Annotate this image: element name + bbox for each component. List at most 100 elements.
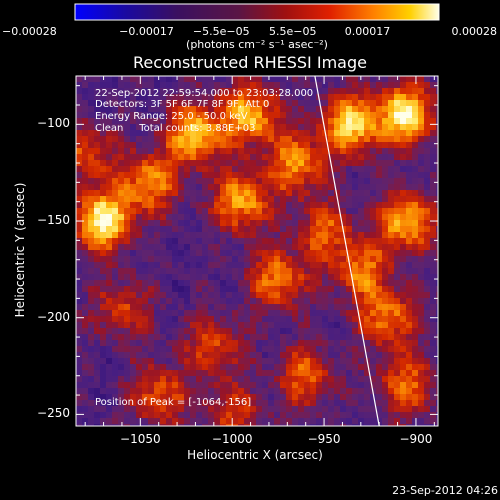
heatmap-cell xyxy=(328,316,334,322)
heatmap-cell xyxy=(352,94,358,100)
heatmap-cell xyxy=(334,130,340,136)
heatmap-cell xyxy=(148,136,154,142)
heatmap-cell xyxy=(346,328,352,334)
heatmap-cell xyxy=(310,142,316,148)
heatmap-cell xyxy=(334,292,340,298)
heatmap-cell xyxy=(214,316,220,322)
heatmap-cell xyxy=(352,346,358,352)
heatmap-cell xyxy=(274,250,280,256)
heatmap-cell xyxy=(304,94,310,100)
heatmap-cell xyxy=(160,352,166,358)
heatmap-cell xyxy=(166,148,172,154)
heatmap-cell xyxy=(400,262,406,268)
heatmap-cell xyxy=(280,118,286,124)
heatmap-cell xyxy=(208,208,214,214)
heatmap-cell xyxy=(94,364,100,370)
heatmap-cell xyxy=(82,106,88,112)
heatmap-cell xyxy=(388,400,394,406)
heatmap-cell xyxy=(382,424,388,426)
heatmap-cell xyxy=(166,76,172,82)
heatmap-cell xyxy=(202,412,208,418)
heatmap-cell xyxy=(436,316,438,322)
heatmap-cell xyxy=(220,154,226,160)
heatmap-cell xyxy=(232,250,238,256)
heatmap-cell xyxy=(370,310,376,316)
heatmap-cell xyxy=(262,412,268,418)
heatmap-cell xyxy=(256,172,262,178)
heatmap-cell xyxy=(364,166,370,172)
heatmap-cell xyxy=(190,298,196,304)
heatmap-cell xyxy=(190,340,196,346)
heatmap-cell xyxy=(280,142,286,148)
heatmap-cell xyxy=(118,256,124,262)
heatmap-cell xyxy=(244,160,250,166)
heatmap-cell xyxy=(400,106,406,112)
heatmap-cell xyxy=(316,142,322,148)
heatmap-cell xyxy=(322,190,328,196)
heatmap-cell xyxy=(424,256,430,262)
heatmap-cell xyxy=(112,166,118,172)
heatmap-cell xyxy=(100,370,106,376)
heatmap-cell xyxy=(430,382,436,388)
heatmap-cell xyxy=(208,394,214,400)
heatmap-cell xyxy=(304,124,310,130)
heatmap-cell xyxy=(262,124,268,130)
heatmap-cell xyxy=(208,94,214,100)
heatmap-cell xyxy=(154,220,160,226)
heatmap-cell xyxy=(334,322,340,328)
heatmap-cell xyxy=(412,160,418,166)
heatmap-cell xyxy=(220,346,226,352)
heatmap-cell xyxy=(382,250,388,256)
heatmap-cell xyxy=(136,130,142,136)
heatmap-cell xyxy=(184,190,190,196)
heatmap-cell xyxy=(328,262,334,268)
heatmap-cell xyxy=(232,112,238,118)
heatmap-cell xyxy=(400,202,406,208)
heatmap-cell xyxy=(178,376,184,382)
heatmap-cell xyxy=(202,208,208,214)
heatmap-cell xyxy=(280,322,286,328)
heatmap-cell xyxy=(316,400,322,406)
heatmap-cell xyxy=(424,364,430,370)
heatmap-cell xyxy=(154,244,160,250)
heatmap-cell xyxy=(292,178,298,184)
heatmap-cell xyxy=(412,328,418,334)
heatmap-cell xyxy=(406,244,412,250)
heatmap-cell xyxy=(400,418,406,424)
heatmap-cell xyxy=(124,208,130,214)
heatmap-cell xyxy=(196,106,202,112)
heatmap-cell xyxy=(316,334,322,340)
heatmap-cell xyxy=(76,82,82,88)
heatmap-cell xyxy=(106,364,112,370)
heatmap-cell xyxy=(202,238,208,244)
heatmap-cell xyxy=(334,142,340,148)
heatmap-cell xyxy=(250,388,256,394)
heatmap-cell xyxy=(346,118,352,124)
heatmap-cell xyxy=(178,172,184,178)
heatmap-cell xyxy=(436,142,438,148)
heatmap-cell xyxy=(310,220,316,226)
heatmap-cell xyxy=(262,370,268,376)
heatmap-cell xyxy=(430,322,436,328)
heatmap-cell xyxy=(220,220,226,226)
heatmap-cell xyxy=(370,346,376,352)
heatmap-cell xyxy=(160,82,166,88)
heatmap-cell xyxy=(304,364,310,370)
heatmap-cell xyxy=(286,172,292,178)
heatmap-cell xyxy=(142,184,148,190)
heatmap-cell xyxy=(178,94,184,100)
heatmap-cell xyxy=(244,256,250,262)
heatmap-cell xyxy=(436,238,438,244)
heatmap-cell xyxy=(256,316,262,322)
heatmap-cell xyxy=(328,304,334,310)
heatmap-cell xyxy=(124,112,130,118)
heatmap-cell xyxy=(388,94,394,100)
heatmap-cell xyxy=(142,310,148,316)
heatmap-cell xyxy=(166,358,172,364)
heatmap-cell xyxy=(328,118,334,124)
heatmap-cell xyxy=(334,154,340,160)
heatmap-cell xyxy=(238,340,244,346)
heatmap-cell xyxy=(352,268,358,274)
heatmap-cell xyxy=(244,346,250,352)
heatmap-cell xyxy=(76,262,82,268)
